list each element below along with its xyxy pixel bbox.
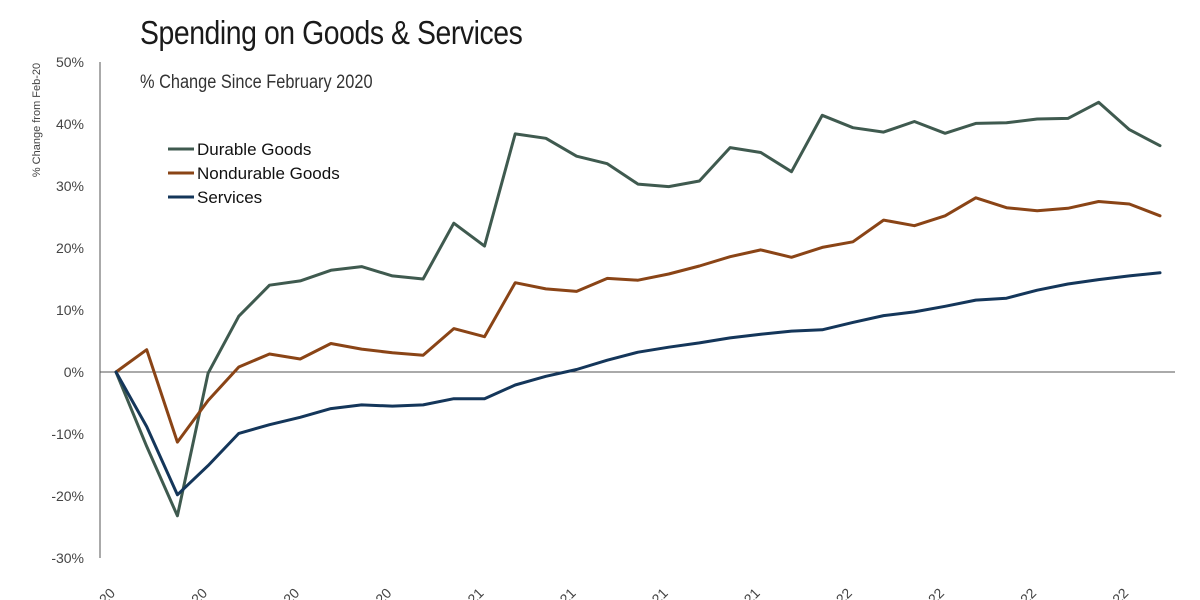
- series-line-nondurable-goods: [114, 196, 1162, 444]
- y-axis-label: % Change from Feb-20: [31, 63, 43, 177]
- y-tick-label: 0%: [64, 364, 84, 380]
- y-tick-label: 30%: [56, 178, 84, 194]
- x-tick-label: Aug-21: [628, 585, 671, 600]
- x-axis-ticks: Feb-20 May-20 Aug-20 Nov-20 Feb-21 May-21 Aug-…: [75, 585, 1131, 600]
- x-tick-label: Aug-20: [259, 585, 302, 600]
- chart-title: Spending on Goods & Services: [140, 14, 523, 51]
- x-tick-label: Nov-21: [720, 585, 763, 600]
- x-tick-label: May-20: [166, 585, 210, 600]
- legend-label: Services: [197, 188, 262, 207]
- y-tick-label: 10%: [56, 302, 84, 318]
- y-tick-label: 20%: [56, 240, 84, 256]
- y-tick-label: -30%: [51, 550, 84, 566]
- x-tick-label: Nov-20: [351, 585, 394, 600]
- x-tick-label: Feb-22: [812, 585, 855, 600]
- x-tick-label: Feb-21: [444, 585, 487, 600]
- series-line-services: [114, 271, 1162, 497]
- x-tick-label: May-22: [903, 585, 947, 600]
- y-axis-ticks: 50% 40% 30% 20% 10% 0% -10% -20% -30%: [51, 54, 84, 566]
- legend-label: Nondurable Goods: [197, 164, 340, 183]
- legend: Durable Goods Nondurable Goods Services: [168, 140, 340, 207]
- legend-label: Durable Goods: [197, 140, 311, 159]
- series-lines: [114, 100, 1162, 518]
- chart-subtitle: % Change Since February 2020: [140, 72, 373, 93]
- x-tick-label: Feb-20: [75, 585, 118, 600]
- y-tick-label: 40%: [56, 116, 84, 132]
- y-tick-label: -10%: [51, 426, 84, 442]
- x-tick-label: Nov-22: [1088, 585, 1131, 600]
- y-tick-label: -20%: [51, 488, 84, 504]
- x-tick-label: Aug-22: [996, 585, 1039, 600]
- x-tick-label: May-21: [534, 585, 578, 600]
- series-line-durable-goods: [114, 100, 1162, 518]
- y-tick-label: 50%: [56, 54, 84, 70]
